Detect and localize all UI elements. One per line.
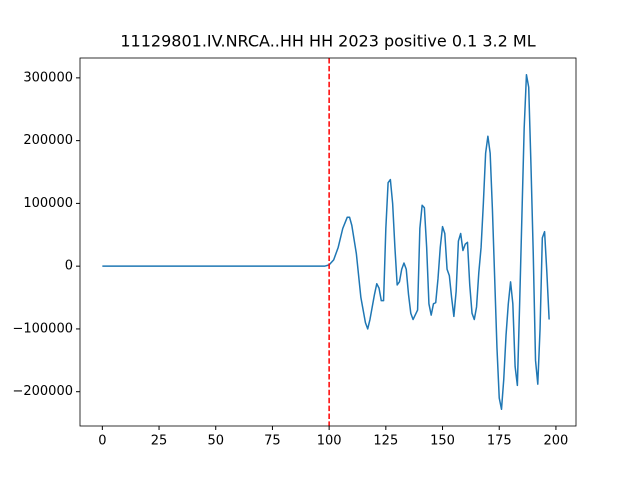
x-tick-label: 50: [207, 434, 224, 449]
data-line: [102, 73, 550, 411]
y-tick-label: −200000: [12, 384, 73, 399]
x-tick-label: 0: [98, 434, 106, 449]
chart-title: 11129801.IV.NRCA..HH HH 2023 positive 0.…: [120, 32, 535, 51]
x-tick-label: 200: [544, 434, 569, 449]
y-tick-label: 200000: [23, 133, 73, 148]
x-tick-label: 150: [430, 434, 455, 449]
axes-frame: [79, 57, 577, 427]
x-tick-label: 100: [317, 434, 342, 449]
y-tick-label: −100000: [12, 321, 73, 336]
y-tick-label: 300000: [23, 70, 73, 85]
x-tick-label: 75: [264, 434, 281, 449]
x-tick-label: 125: [373, 434, 398, 449]
y-tick-label: 0: [65, 259, 73, 274]
x-tick-label: 25: [151, 434, 168, 449]
y-tick-label: 100000: [23, 196, 73, 211]
x-tick-label: 175: [487, 434, 512, 449]
